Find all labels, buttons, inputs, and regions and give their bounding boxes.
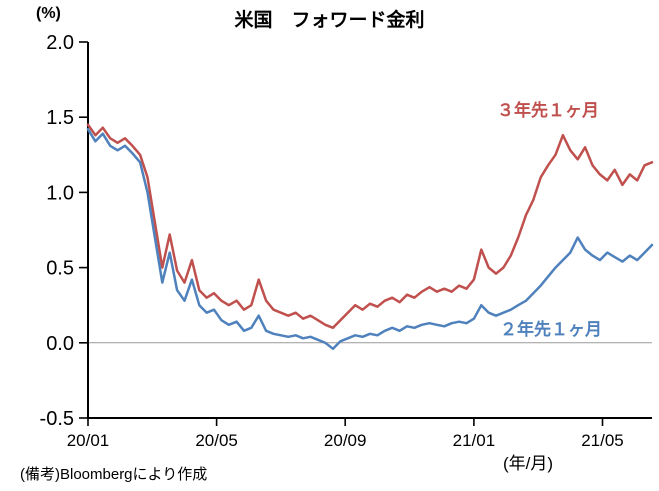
y-tick-label: 0.5 xyxy=(46,258,74,280)
source-note: (備考)Bloombergにより作成 xyxy=(20,466,208,483)
y-tick-label: -0.5 xyxy=(40,408,74,430)
y-tick-label: 2.0 xyxy=(46,32,74,54)
y-tick-label: 0.0 xyxy=(46,333,74,355)
chart-title: 米国 フォワード金利 xyxy=(234,10,425,31)
series-label-3y1m: ３年先１ヶ月 xyxy=(497,101,599,120)
y-tick-label: 1.0 xyxy=(46,182,74,204)
x-tick-label: 20/01 xyxy=(67,431,110,450)
x-tick-label: 20/05 xyxy=(195,431,238,450)
series-line-0 xyxy=(86,123,654,330)
x-axis-unit-label: (年/月) xyxy=(503,454,554,473)
y-axis-unit-label: (%) xyxy=(36,5,61,22)
series-label-2y1m: ２年先１ヶ月 xyxy=(500,320,602,339)
x-tick-label: 21/05 xyxy=(581,431,624,450)
y-tick-label: 1.5 xyxy=(46,107,74,129)
axes xyxy=(87,42,652,419)
x-tick-label: 21/01 xyxy=(453,431,496,450)
x-tick-label: 20/09 xyxy=(324,431,367,450)
series-line-1 xyxy=(86,127,654,351)
